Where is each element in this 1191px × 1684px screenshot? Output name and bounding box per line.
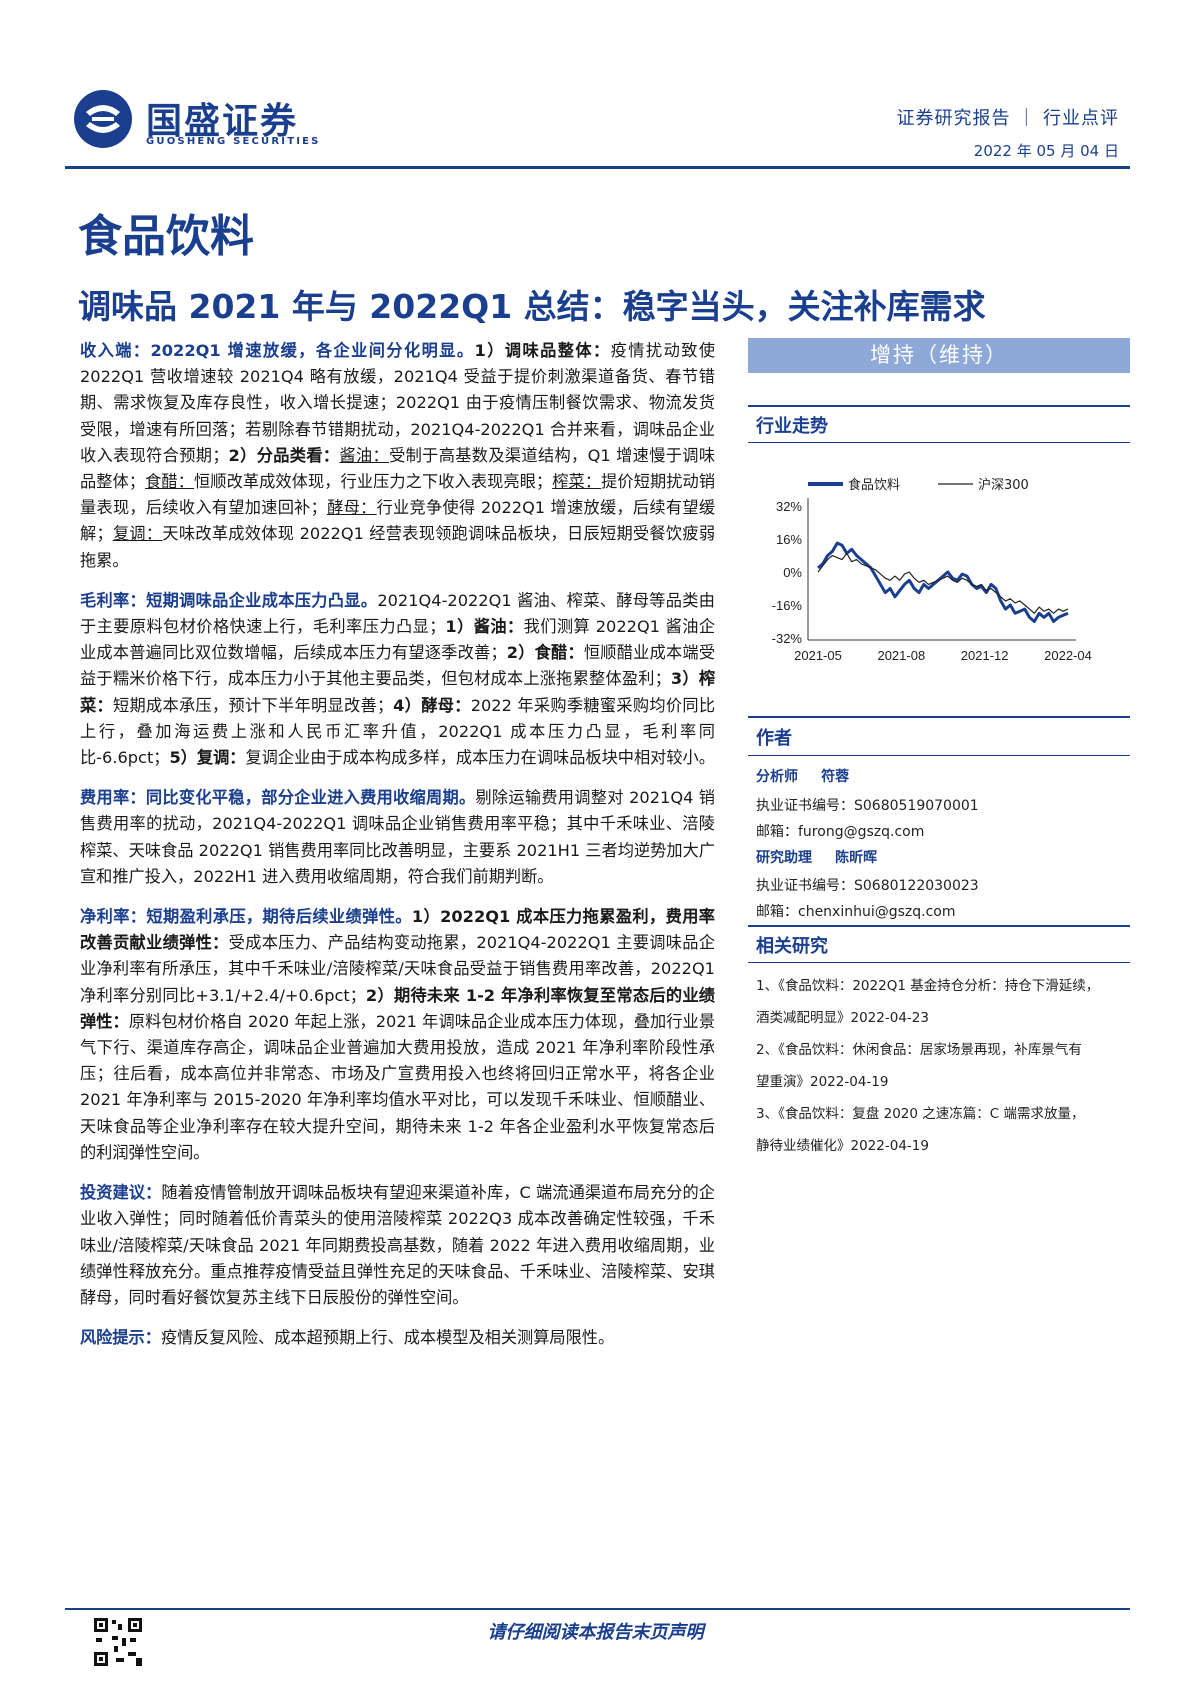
author-bottom-rule (748, 755, 1130, 756)
series-line (817, 552, 1069, 614)
gross-label-2: 2）食醋： (506, 643, 584, 663)
y-tick-label: 0% (783, 565, 802, 580)
sector-title: 食品饮料 (78, 211, 254, 262)
author-top-rule (748, 716, 1130, 718)
net-label-2: 2）期待未来 1-2 年净利率恢复至常态后的业绩弹性： (80, 985, 715, 1031)
yeast-label: 酵母： (326, 498, 377, 518)
legend-label: 沪深300 (978, 477, 1029, 493)
related-bottom-rule (748, 962, 1130, 963)
analyst-cert: 执业证书编号：S0680519070001 (756, 798, 979, 814)
legend-label: 食品饮料 (848, 477, 900, 493)
soy-text: 受制于高基数及渠道结构，Q1 增速慢于调味品整体； (80, 445, 716, 492)
yeast-text: 行业竞争使得 2022Q1 增速放缓，后续有望缓解； (80, 498, 716, 544)
main-body: 收入端：2022Q1 增速放缓，各企业间分化明显。1）调味品整体：疫情扰动致使 … (80, 338, 715, 1365)
risk-text: 疫情反复风险、成本超预期上行、成本模型及相关测算局限性。 (160, 1328, 615, 1348)
trend-bottom-rule (748, 442, 1130, 443)
footer-disclaimer: 请仔细阅读本报告末页声明 (487, 1622, 704, 1643)
gross-text-3: 恒顺醋业成本端受益于糯米价格下行，成本压力小于其他主要品类，但包材成本上涨拖累整… (80, 643, 716, 689)
assistant-line: 研究助理 陈昕晖 (756, 847, 877, 867)
investment-text: 随着疫情管制放开调味品板块有望迎来渠道补库，C 端流通渠道布局充分的企业收入弹性… (80, 1183, 715, 1307)
gross-label-4: 4）酵母： (393, 695, 471, 715)
gross-label-1: 1）酱油： (445, 617, 524, 637)
revenue-lead: 收入端：2022Q1 增速放缓，各企业间分化明显。 (80, 341, 475, 360)
gross-text-1: 2021Q4-2022Q1 酱油、榨菜、酵母等品类由于主要原料包材价格快速上行，… (80, 590, 715, 637)
analyst-name: 符蓉 (821, 769, 850, 785)
trend-top-rule (748, 405, 1130, 407)
assistant-name: 陈昕晖 (835, 850, 878, 866)
author-heading: 作者 (756, 728, 792, 749)
assistant-role: 研究助理 (756, 850, 812, 866)
zhacai-text: 提价短期扰动销量表现，后续收入有望加速回补； (80, 472, 716, 518)
vinegar-label: 食醋： (145, 472, 194, 492)
net-text-2: 原料包材价格自 2020 年起上涨，2021 年调味品企业成本压力体现，叠加行业… (80, 1011, 716, 1162)
analyst-line: 分析师 符蓉 (756, 766, 849, 786)
trend-heading: 行业走势 (756, 416, 828, 437)
related-heading: 相关研究 (756, 936, 828, 957)
soy-label: 酱油： (339, 445, 390, 465)
related-list: 1、《食品饮料：2022Q1 基金持仓分析：持仓下滑延续， 酒类减配明显》2022… (756, 970, 1130, 1162)
report-title: 调味品 2021 年与 2022Q1 总结：稳字当头，关注补库需求 (78, 287, 986, 326)
logo-text: 国盛证券 (146, 101, 299, 142)
gross-lead: 毛利率：短期调味品企业成本压力凸显。 (80, 590, 378, 610)
x-tick-label: 2021-08 (877, 648, 925, 663)
revenue-sub2-label: 2）分品类看： (228, 445, 340, 465)
compound-text: 天味改革成效体现 2022Q1 经营表现领跑调味品板块，日辰短期受餐饮疲弱拖累。 (80, 524, 716, 570)
industry-trend-chart: 食品饮料 沪深300 32% 16% 0% -16% -32% 2021-05 2021-0… (772, 477, 1092, 663)
report-date: 2022 年 05 月 04 日 (973, 142, 1119, 160)
analyst-role: 分析师 (756, 769, 798, 785)
y-tick-label: -32% (772, 631, 803, 646)
investment-lead: 投资建议： (80, 1183, 162, 1203)
revenue-sub1-label: 1）调味品整体： (474, 341, 611, 360)
net-text-1: 受成本压力、产品结构变动拖累，2021Q4-2022Q1 主要调味品企业净利率有… (80, 933, 716, 1005)
gross-margin-paragraph: 毛利率：短期调味品企业成本压力凸显。2021Q4-2022Q1 酱油、榨菜、酵母… (80, 588, 715, 771)
footer-divider (65, 1608, 1130, 1610)
y-tick-label: 32% (776, 499, 802, 514)
related-item[interactable]: 3、《食品饮料：复盘 2020 之速冻篇：C 端需求放量， 静待业绩催化》2022… (756, 1106, 1085, 1154)
gross-label-5: 5）复调： (169, 748, 246, 768)
guosheng-logo-icon (74, 90, 132, 148)
risk-paragraph: 风险提示：疫情反复风险、成本超预期上行、成本模型及相关测算局限性。 (80, 1325, 715, 1351)
gross-text-5: 2022 年采购季糖蜜采购均价同比上行，叠加海运费上涨和人民币汇率升值，2022… (80, 695, 716, 768)
investment-paragraph: 投资建议：随着疫情管制放开调味品板块有望迎来渠道补库，C 端流通渠道布局充分的企… (80, 1180, 715, 1311)
y-tick-label: -16% (772, 598, 803, 613)
rating-badge: 增持（维持） (748, 338, 1130, 373)
related-top-rule (748, 925, 1130, 927)
expense-lead: 费用率：同比变化平稳，部分企业进入费用收缩周期。 (80, 788, 476, 808)
related-item[interactable]: 1、《食品饮料：2022Q1 基金持仓分析：持仓下滑延续， 酒类减配明显》2022… (756, 978, 1100, 1026)
zhacai-label: 榨菜： (552, 472, 602, 492)
vinegar-text: 恒顺改革成效体现，行业压力之下收入表现亮眼； (194, 472, 553, 492)
net-lead: 净利率：短期盈利承压，期待后续业绩弹性。 (80, 907, 412, 927)
assistant-cert: 执业证书编号：S0680122030023 (756, 878, 979, 894)
expense-text: 剔除运输费用调整对 2021Q4 销售费用率的扰动，2021Q4-2022Q1 … (80, 788, 715, 886)
series-line (817, 541, 1069, 623)
logo-english: GUOSHENG SECURITIES (146, 136, 321, 147)
gross-text-6: 复调企业由于成本构成多样，成本压力在调味品板块中相对较小。 (245, 748, 715, 768)
gross-label-3: 3）榨菜： (80, 669, 716, 715)
related-item[interactable]: 2、《食品饮料：休闲食品：居家场景再现，补库景气有 望重演》2022-04-19 (756, 1042, 1082, 1090)
header-divider (65, 166, 1130, 169)
net-margin-paragraph: 净利率：短期盈利承压，期待后续业绩弹性。1）2022Q1 成本压力拖累盈利，费用… (80, 904, 715, 1166)
x-tick-label: 2021-05 (794, 648, 842, 663)
qr-code-icon (92, 1616, 144, 1668)
gross-text-4: 短期成本承压，预计下半年明显改善； (113, 695, 394, 715)
compound-label: 复调： (112, 524, 163, 544)
expense-paragraph: 费用率：同比变化平稳，部分企业进入费用收缩周期。剔除运输费用调整对 2021Q4… (80, 785, 715, 890)
revenue-sub1-text: 疫情扰动致使 2022Q1 营收增速较 2021Q4 略有放缓，2021Q4 受… (80, 341, 716, 465)
gross-text-2: 我们测算 2022Q1 酱油企业成本普遍同比双位数增幅，后续成本压力有望逐季改善… (80, 617, 716, 663)
risk-lead: 风险提示： (80, 1328, 161, 1348)
report-type: 证券研究报告 ｜ 行业点评 (896, 108, 1119, 129)
analyst-email: 邮箱：furong@gszq.com (756, 824, 925, 840)
y-tick-label: 16% (776, 532, 802, 547)
assistant-email: 邮箱：chenxinhui@gszq.com (756, 904, 956, 920)
net-label-1: 1）2022Q1 成本压力拖累盈利，费用率改善贡献业绩弹性： (80, 907, 715, 953)
x-tick-label: 2022-04 (1044, 648, 1092, 663)
revenue-paragraph: 收入端：2022Q1 增速放缓，各企业间分化明显。1）调味品整体：疫情扰动致使 … (80, 338, 715, 574)
x-tick-label: 2021-12 (961, 648, 1009, 663)
